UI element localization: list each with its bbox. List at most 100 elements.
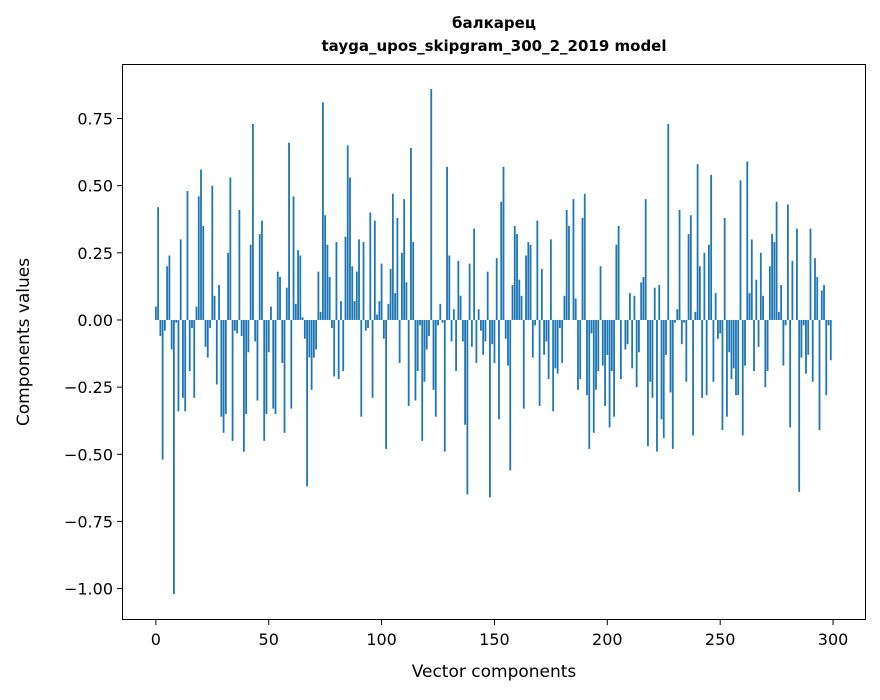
bar-25: [211, 186, 213, 320]
bar-227: [667, 124, 669, 320]
bar-102: [385, 320, 387, 449]
bar-27: [216, 320, 218, 384]
bar-128: [444, 320, 446, 452]
bar-127: [442, 320, 444, 323]
bar-222: [656, 320, 658, 452]
bar-191: [586, 320, 588, 395]
bar-16: [191, 320, 193, 328]
bar-213: [636, 320, 638, 387]
bar-101: [383, 320, 385, 339]
bar-167: [532, 320, 534, 358]
bar-181: [564, 296, 566, 320]
bar-253: [726, 320, 728, 417]
bar-59: [288, 143, 290, 320]
bar-9: [175, 320, 177, 323]
bar-282: [792, 261, 794, 320]
bar-165: [527, 242, 529, 320]
bar-37: [238, 210, 240, 320]
bar-39: [243, 320, 245, 452]
bar-275: [776, 202, 778, 320]
bar-277: [780, 285, 782, 320]
bar-252: [724, 218, 726, 320]
bar-225: [663, 320, 665, 438]
bar-159: [514, 226, 516, 320]
bar-281: [789, 320, 791, 427]
bar-150: [494, 320, 496, 363]
bar-208: [624, 320, 626, 350]
bar-287: [803, 320, 805, 325]
bar-177: [554, 320, 556, 368]
bar-187: [577, 320, 579, 390]
bar-28: [218, 285, 220, 320]
bar-98: [376, 315, 378, 320]
bar-107: [396, 218, 398, 320]
bar-193: [591, 320, 593, 333]
bar-164: [525, 256, 527, 320]
bar-218: [647, 320, 649, 446]
bar-3: [162, 320, 164, 460]
bar-96: [372, 320, 374, 398]
bar-90: [358, 239, 360, 320]
bar-296: [823, 285, 825, 320]
bar-210: [629, 293, 631, 320]
bar-294: [819, 320, 821, 430]
bar-247: [713, 320, 715, 382]
bar-273: [771, 234, 773, 320]
bar-31: [225, 320, 227, 414]
bar-80: [336, 242, 338, 320]
bar-156: [507, 320, 509, 366]
bar-64: [299, 256, 301, 320]
bar-244: [706, 320, 708, 395]
bar-89: [356, 272, 358, 320]
bar-114: [412, 242, 414, 320]
bar-83: [342, 320, 344, 371]
bar-105: [392, 194, 394, 320]
bar-176: [552, 320, 554, 411]
bar-33: [229, 178, 231, 320]
bar-93: [365, 320, 367, 331]
bar-180: [561, 320, 563, 363]
bar-79: [333, 320, 335, 376]
bar-217: [645, 199, 647, 320]
bar-72: [317, 272, 319, 320]
y-tick-label: −0.50: [64, 445, 113, 464]
bar-82: [340, 301, 342, 320]
bar-265: [753, 320, 755, 371]
bar-123: [433, 320, 435, 390]
bar-241: [699, 266, 701, 320]
y-axis: −1.00−0.75−0.50−0.250.000.250.500.75: [64, 110, 122, 599]
bar-179: [559, 320, 561, 328]
bar-237: [690, 215, 692, 320]
y-tick-label: 0.75: [77, 110, 113, 129]
bar-88: [354, 301, 356, 320]
bar-0: [155, 307, 157, 320]
bar-267: [758, 320, 760, 347]
y-tick-label: 0.50: [77, 177, 113, 196]
bar-158: [512, 285, 514, 320]
bar-113: [410, 148, 412, 320]
bar-201: [609, 320, 611, 427]
x-tick-label: 200: [592, 630, 623, 649]
bar-14: [187, 191, 189, 320]
bar-173: [545, 320, 547, 341]
bar-188: [579, 320, 581, 379]
bar-77: [329, 277, 331, 320]
bar-75: [324, 215, 326, 320]
bar-297: [825, 320, 827, 395]
bar-71: [315, 320, 317, 350]
bar-17: [193, 320, 195, 398]
bar-84: [345, 237, 347, 320]
bar-85: [347, 145, 349, 320]
bar-228: [670, 320, 672, 393]
bar-45: [257, 320, 259, 401]
bar-198: [602, 320, 604, 366]
bar-219: [649, 320, 651, 382]
bar-130: [448, 256, 450, 320]
bar-43: [252, 124, 254, 320]
bar-138: [466, 320, 468, 495]
bar-122: [430, 89, 432, 320]
bar-30: [223, 320, 225, 433]
bar-250: [719, 320, 721, 333]
bar-251: [722, 320, 724, 430]
bar-63: [297, 250, 299, 320]
